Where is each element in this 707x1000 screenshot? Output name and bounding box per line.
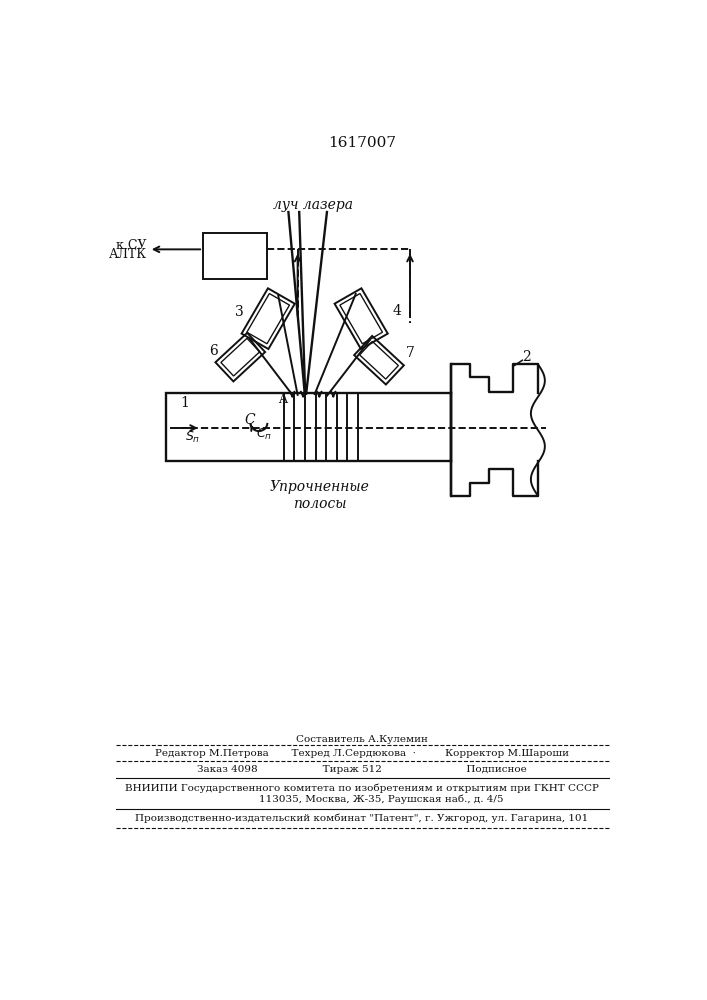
Text: 3: 3 — [235, 306, 244, 320]
Text: A: A — [278, 393, 286, 406]
Text: 7: 7 — [406, 346, 414, 360]
Text: 4: 4 — [392, 304, 402, 318]
Text: $S_п$: $S_п$ — [185, 430, 201, 445]
Text: Производственно-издательский комбинат "Патент", г. Ужгород, ул. Гагарина, 101: Производственно-издательский комбинат "П… — [135, 814, 588, 823]
Text: 6: 6 — [209, 344, 218, 358]
Text: луч лазера: луч лазера — [273, 198, 353, 212]
Text: $C_п$: $C_п$ — [256, 427, 272, 442]
Text: C: C — [244, 413, 255, 427]
Bar — [166, 393, 451, 461]
Text: Составитель А.Кулемин: Составитель А.Кулемин — [296, 735, 428, 744]
Text: Упрочненные
полосы: Упрочненные полосы — [269, 480, 369, 511]
Bar — [203, 233, 267, 279]
Text: Редактор М.Петрова       Техред Л.Сердюкова  ·         Корректор М.Шароши: Редактор М.Петрова Техред Л.Сердюкова · … — [155, 749, 569, 758]
Text: к СУ: к СУ — [116, 239, 146, 252]
Text: 1: 1 — [181, 396, 189, 410]
Text: 2: 2 — [522, 350, 531, 364]
Text: АЛТК: АЛТК — [108, 248, 146, 261]
Text: 1617007: 1617007 — [328, 136, 396, 150]
Text: ВНИИПИ Государственного комитета по изобретениям и открытиям при ГКНТ СССР: ВНИИПИ Государственного комитета по изоб… — [125, 784, 599, 793]
Text: Заказ 4098                    Тираж 512                          Подписное: Заказ 4098 Тираж 512 Подписное — [197, 765, 527, 774]
Text: 113035, Москва, Ж-35, Раушская наб., д. 4/5: 113035, Москва, Ж-35, Раушская наб., д. … — [220, 794, 503, 804]
Text: 5: 5 — [230, 249, 240, 263]
